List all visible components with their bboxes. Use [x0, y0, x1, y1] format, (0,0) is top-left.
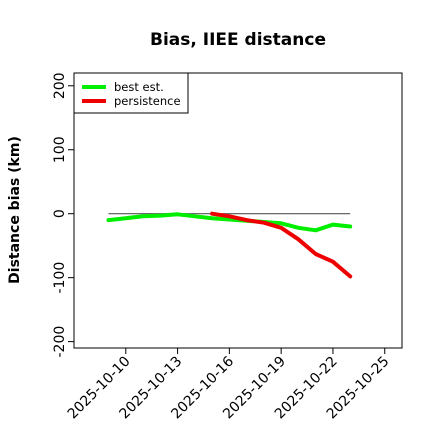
legend: best est.persistence [73, 72, 189, 114]
chart-title: Bias, IIEE distance [150, 30, 326, 50]
plot-frame [73, 72, 403, 349]
series-layer [106, 211, 353, 279]
legend-box [73, 72, 189, 114]
x-axis: 2025-10-102025-10-132025-10-162025-10-19… [65, 348, 393, 422]
y-tick-label: 200 [52, 72, 68, 99]
y-tick-label: 0 [52, 209, 68, 218]
legend-label: best est. [114, 80, 164, 94]
y-axis-label: Distance bias (km) [7, 136, 23, 284]
y-axis: -200 -100 0 100 200 [52, 72, 74, 357]
y-tick-label: 100 [52, 136, 68, 163]
y-tick-label: -100 [52, 262, 68, 294]
series-line-persistence [210, 211, 353, 279]
legend-label: persistence [114, 94, 181, 108]
y-tick-label: -200 [52, 326, 68, 358]
series-line-best-est [106, 212, 353, 233]
